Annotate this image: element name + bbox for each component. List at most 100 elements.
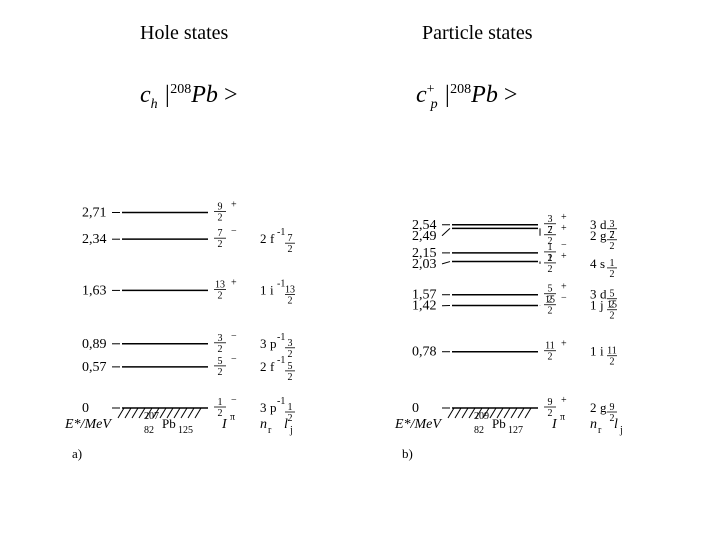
svg-text:π: π: [230, 412, 235, 423]
svg-text:+: +: [231, 199, 237, 210]
svg-text:2: 2: [260, 359, 267, 374]
svg-text:82: 82: [474, 425, 484, 436]
svg-text:p: p: [270, 336, 277, 351]
heading-right: Particle states: [422, 22, 533, 45]
svg-text:1,42: 1,42: [412, 299, 437, 314]
svg-text:9: 9: [548, 397, 553, 408]
svg-text:π: π: [560, 412, 565, 423]
svg-text:2: 2: [288, 372, 293, 383]
formula-left: ch |208Pb >: [140, 82, 237, 113]
svg-text:+: +: [231, 277, 237, 288]
formula-right: c+p |208Pb >: [416, 82, 517, 113]
svg-text:5: 5: [610, 289, 615, 300]
panel-particle-states: 2,5432+3d322,4972+2g722,1512−2,0312+4s12…: [390, 190, 690, 475]
svg-text:3: 3: [548, 214, 553, 225]
svg-text:-1: -1: [277, 396, 285, 407]
svg-text:-1: -1: [277, 332, 285, 343]
svg-text:2: 2: [288, 413, 293, 424]
svg-text:127: 127: [508, 425, 523, 436]
svg-text:3: 3: [288, 338, 293, 349]
svg-text:13: 13: [215, 279, 225, 290]
svg-text:f: f: [270, 359, 275, 374]
svg-text:2: 2: [288, 349, 293, 360]
mass-sup: 208: [450, 82, 471, 97]
svg-text:a): a): [72, 446, 82, 461]
svg-text:1: 1: [288, 402, 293, 413]
svg-text:−: −: [231, 226, 237, 237]
svg-text:1: 1: [548, 242, 553, 253]
svg-text:82: 82: [144, 425, 154, 436]
svg-text:-1: -1: [277, 355, 285, 366]
svg-text:1: 1: [610, 258, 615, 269]
svg-text:9: 9: [218, 201, 223, 212]
svg-text:2: 2: [548, 264, 553, 275]
svg-text:7: 7: [548, 225, 553, 236]
svg-text:11: 11: [545, 341, 555, 352]
svg-text:7: 7: [610, 230, 615, 241]
svg-text:2: 2: [610, 311, 615, 322]
svg-text:E*/MeV: E*/MeV: [394, 417, 442, 432]
svg-text:2,34: 2,34: [82, 232, 107, 247]
op-sup: +: [427, 82, 435, 97]
svg-text:j: j: [289, 425, 293, 436]
svg-text:g: g: [600, 228, 607, 243]
svg-text:2,49: 2,49: [412, 229, 437, 244]
svg-text:2: 2: [610, 357, 615, 368]
mass-sup: 208: [170, 82, 191, 97]
svg-text:5: 5: [288, 361, 293, 372]
svg-text:j: j: [599, 298, 604, 313]
svg-text:2: 2: [218, 367, 223, 378]
svg-text:i: i: [600, 344, 604, 359]
svg-text:p: p: [270, 400, 277, 415]
svg-text:-1: -1: [277, 227, 285, 238]
svg-text:2: 2: [548, 306, 553, 317]
svg-text:−: −: [561, 240, 567, 251]
svg-text:l: l: [614, 417, 618, 432]
heading-left: Hole states: [140, 22, 228, 45]
svg-text:15: 15: [545, 295, 555, 306]
svg-text:125: 125: [178, 425, 193, 436]
svg-text:+: +: [561, 395, 567, 406]
level-diagram-left: 2,7192+2,3472−2f-1721,63132+1i-11320,893…: [60, 190, 360, 470]
svg-text:−: −: [231, 395, 237, 406]
svg-text:11: 11: [607, 346, 617, 357]
svg-text:l: l: [284, 417, 288, 432]
svg-text:I: I: [221, 417, 228, 432]
svg-text:2: 2: [610, 269, 615, 280]
svg-text:2: 2: [610, 241, 615, 252]
svg-text:r: r: [598, 425, 602, 436]
svg-text:207: 207: [144, 411, 159, 422]
svg-text:7: 7: [218, 228, 223, 239]
svg-text:2: 2: [288, 244, 293, 255]
svg-text:−: −: [231, 331, 237, 342]
svg-text:2: 2: [548, 352, 553, 363]
svg-text:2: 2: [590, 228, 597, 243]
svg-text:2: 2: [218, 239, 223, 250]
svg-text:3: 3: [260, 400, 267, 415]
svg-text:+: +: [561, 223, 567, 234]
svg-text:r: r: [268, 425, 272, 436]
svg-text:+: +: [561, 282, 567, 293]
svg-text:2,71: 2,71: [82, 205, 107, 220]
ket: >: [504, 82, 518, 108]
svg-text:2: 2: [218, 290, 223, 301]
svg-text:3: 3: [260, 336, 267, 351]
svg-text:g: g: [600, 400, 607, 415]
level-diagram-right: 2,5432+3d322,4972+2g722,1512−2,0312+4s12…: [390, 190, 690, 470]
svg-text:3: 3: [218, 333, 223, 344]
svg-text:+: +: [561, 251, 567, 262]
svg-text:n: n: [260, 417, 267, 432]
panel-hole-states: 2,7192+2,3472−2f-1721,63132+1i-11320,893…: [60, 190, 360, 475]
svg-text:E*/MeV: E*/MeV: [64, 417, 112, 432]
svg-text:15: 15: [607, 300, 617, 311]
ket: >: [224, 82, 238, 108]
svg-text:2: 2: [260, 231, 267, 246]
svg-text:2: 2: [590, 400, 597, 415]
svg-text:Pb: Pb: [162, 416, 176, 431]
svg-text:209: 209: [474, 411, 489, 422]
svg-text:0,89: 0,89: [82, 337, 107, 352]
svg-text:1,63: 1,63: [82, 283, 107, 298]
svg-text:1: 1: [590, 298, 597, 313]
svg-text:−: −: [231, 354, 237, 365]
elem: Pb: [191, 82, 218, 108]
